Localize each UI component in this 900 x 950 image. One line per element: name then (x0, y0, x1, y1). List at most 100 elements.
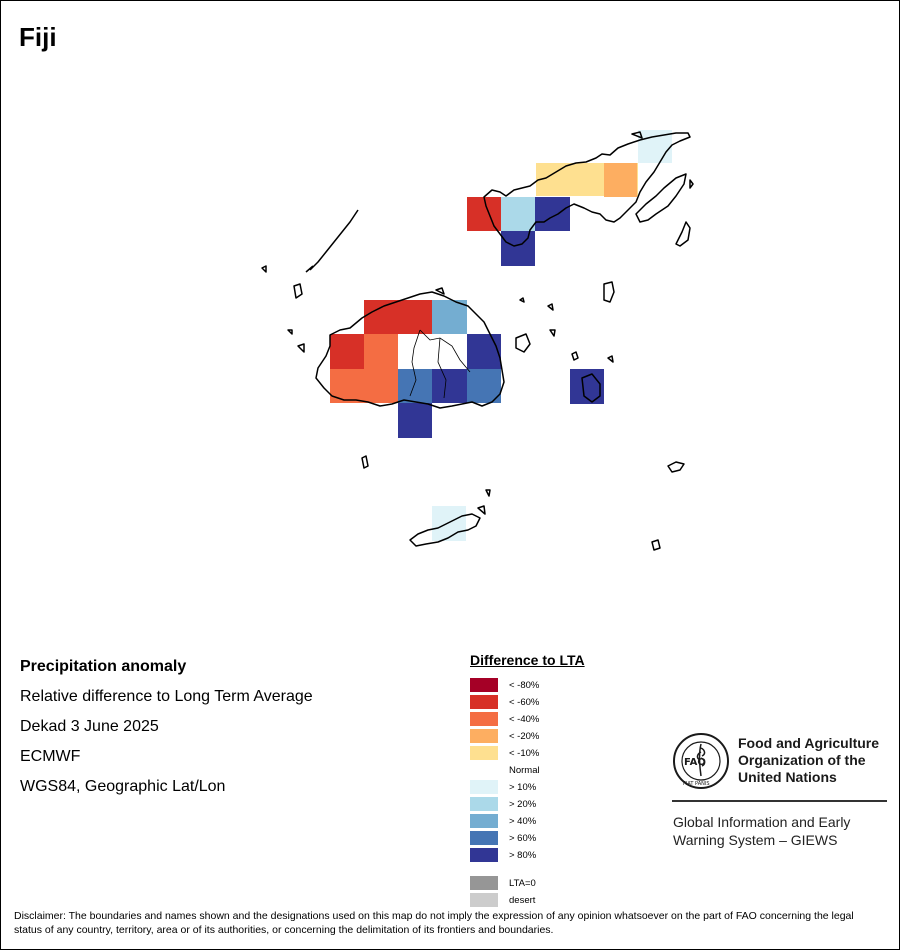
kadavu-coast (409, 513, 481, 547)
anomaly-cell (638, 130, 672, 163)
legend-label: > 20% (509, 798, 537, 810)
legend-label: > 80% (509, 849, 537, 861)
legend-item: > 20% (470, 797, 536, 811)
anomaly-cell (330, 334, 364, 369)
islet (287, 329, 293, 335)
province-boundaries (409, 329, 471, 399)
vanua-levu-coast (483, 132, 691, 247)
legend-swatch (470, 746, 498, 760)
legend-swatch (470, 831, 498, 845)
islet (361, 455, 369, 469)
disclaimer: Disclaimer: The boundaries and names sho… (14, 910, 854, 936)
fao-name-line: Food and Agriculture (738, 735, 880, 751)
giews-name: Global Information and Early Warning Sys… (673, 813, 888, 849)
legend-swatch (470, 797, 498, 811)
legend-swatch (470, 848, 498, 862)
anomaly-grid (330, 130, 672, 541)
legend: Difference to LTA < -80% < -60% < -40% < -2… (470, 652, 585, 907)
fao-logo-icon: FAO FIAT PANIS (673, 733, 729, 789)
legend-label: < -80% (509, 679, 540, 691)
islet (675, 221, 691, 247)
fao-name: Food and Agriculture Organization of the… (738, 735, 898, 786)
islet (515, 333, 531, 353)
legend-label: < -20% (509, 730, 540, 742)
fao-name-line: Organization of the (738, 752, 866, 768)
info-line: WGS84, Geographic Lat/Lon (20, 778, 226, 795)
anomaly-cell (467, 197, 501, 231)
legend-item: > 60% (470, 831, 536, 845)
anomaly-cell (398, 300, 432, 334)
legend-item: > 80% (470, 848, 536, 862)
legend-item: > 10% (470, 780, 536, 794)
legend-label: < -40% (509, 713, 540, 725)
anomaly-cell (535, 197, 570, 231)
legend-label: < -60% (509, 696, 540, 708)
info-line: ECMWF (20, 748, 81, 765)
anomaly-cell (432, 300, 467, 334)
legend-label: > 10% (509, 781, 537, 793)
legend-item: < -20% (470, 729, 539, 743)
islet (651, 539, 661, 551)
islet (571, 351, 579, 361)
legend-swatch (470, 814, 498, 828)
anomaly-cell (432, 369, 467, 403)
anomaly-cell (330, 369, 364, 403)
legend-swatch (470, 876, 498, 890)
legend-label: > 60% (509, 832, 537, 844)
anomaly-cell (364, 300, 398, 334)
islet (297, 343, 305, 353)
giews-line: Warning System – GIEWS (673, 832, 838, 848)
islet (549, 329, 556, 337)
islet (519, 297, 525, 303)
anomaly-cell (501, 231, 535, 266)
precipitation-map (261, 130, 694, 551)
yasawa-chain (305, 265, 314, 273)
anomaly-cell (570, 163, 604, 196)
coastlines (261, 131, 694, 551)
legend-swatch (470, 763, 498, 777)
legend-swatch (470, 678, 498, 692)
islet (607, 355, 614, 363)
giews-line: Global Information and Early (673, 814, 851, 830)
islet (477, 505, 486, 515)
legend-label: desert (509, 894, 536, 906)
legend-item: < -10% (470, 746, 539, 760)
viti-levu-coast (315, 291, 505, 409)
anomaly-cell (467, 334, 501, 369)
islet (435, 287, 445, 295)
legend-item: < -40% (470, 712, 539, 726)
fao-logo-letter: FAO (684, 757, 706, 768)
anomaly-cell (501, 197, 535, 231)
legend-swatch (470, 780, 498, 794)
legend-item: < -80% (470, 678, 539, 692)
legend-swatch (470, 695, 498, 709)
fao-name-line: United Nations (738, 769, 837, 785)
islet (689, 179, 694, 189)
anomaly-cell (467, 369, 501, 403)
fao-motto: FIAT PANIS (683, 781, 710, 787)
islet (667, 461, 685, 473)
yasawa-chain (309, 209, 359, 271)
map-info: Precipitation anomaly Relative differenc… (20, 657, 313, 807)
legend-item: Normal (470, 763, 540, 777)
islet (293, 283, 303, 299)
legend-swatch (470, 712, 498, 726)
anomaly-cell (604, 163, 637, 197)
anomaly-cell (398, 403, 432, 438)
legend-item: > 40% (470, 814, 536, 828)
legend-label: > 40% (509, 815, 537, 827)
legend-title: Difference to LTA (470, 652, 585, 668)
legend-swatch (470, 729, 498, 743)
legend-label: < -10% (509, 747, 540, 759)
anomaly-cell (364, 369, 398, 403)
info-line: Dekad 3 June 2025 (20, 718, 159, 735)
taveuni-coast (635, 173, 687, 223)
islet (485, 489, 491, 497)
legend-item: < -60% (470, 695, 539, 709)
info-line: Relative difference to Long Term Average (20, 688, 313, 705)
legend-item: LTA=0 (470, 876, 536, 890)
legend-label: Normal (509, 764, 540, 776)
islet (631, 131, 643, 139)
fao-divider (672, 800, 887, 802)
info-heading: Precipitation anomaly (20, 658, 187, 675)
